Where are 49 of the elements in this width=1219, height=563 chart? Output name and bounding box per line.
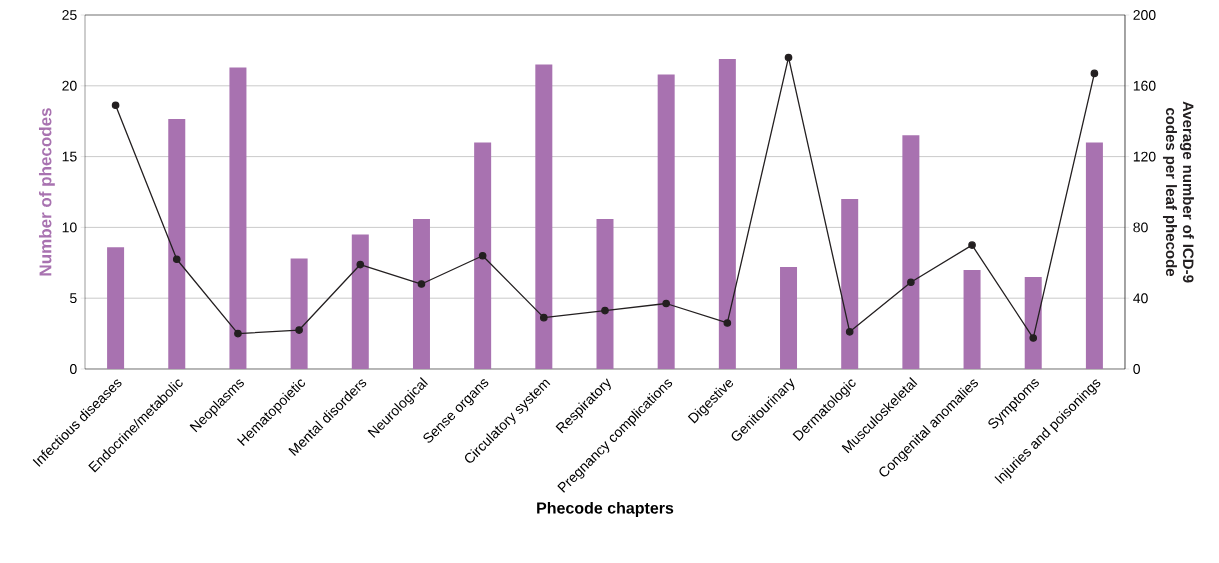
- point: [601, 306, 609, 315]
- bar: [1024, 276, 1042, 369]
- bar: [107, 247, 125, 369]
- y2-tick-label: 80: [1133, 222, 1148, 233]
- point: [723, 319, 732, 327]
- y-axis-title: Number of phecodes: [38, 108, 55, 276]
- y-tick-label: 25: [62, 10, 77, 20]
- point: [111, 101, 120, 110]
- y-tick-label: 15: [62, 151, 77, 162]
- bar: [351, 234, 369, 369]
- bar: [841, 199, 859, 369]
- bar: [290, 258, 308, 369]
- y2-tick-label: 120: [1133, 151, 1156, 162]
- point: [295, 326, 303, 334]
- point: [784, 53, 793, 62]
- bar: [596, 218, 614, 369]
- bar: [902, 135, 920, 369]
- y-tick-label: 5: [70, 293, 77, 304]
- bar: [535, 64, 553, 369]
- point: [356, 260, 365, 269]
- y2-tick-label: 0: [1133, 364, 1140, 374]
- y2-tick-label: 160: [1133, 80, 1156, 91]
- y-tick-label: 20: [62, 80, 77, 91]
- point: [234, 329, 242, 338]
- y-tick-label: 0: [69, 364, 77, 374]
- bar: [718, 58, 736, 369]
- point: [1029, 334, 1038, 342]
- y2-tick-label: 40: [1133, 293, 1148, 304]
- y-tick-label: 10: [62, 222, 77, 233]
- point: [1090, 69, 1099, 78]
- bar: [229, 67, 247, 369]
- point: [417, 280, 426, 288]
- x-axis-title: Phecode chapters: [537, 501, 674, 517]
- point: [968, 241, 976, 249]
- point: [172, 255, 181, 264]
- bar: [963, 269, 981, 369]
- point: [539, 313, 548, 322]
- y2-axis-title: Average number of ICD-9 codes per leaf phecode: [1162, 101, 1194, 283]
- y2-tick-label: 200: [1133, 10, 1156, 20]
- point: [845, 327, 854, 336]
- point: [662, 299, 671, 308]
- bar: [474, 142, 492, 369]
- bar: [780, 267, 798, 369]
- bar: [412, 218, 430, 369]
- bar: [657, 74, 675, 369]
- bar: [1085, 142, 1103, 369]
- bar: [168, 119, 186, 369]
- point: [907, 278, 915, 287]
- point: [478, 251, 487, 260]
